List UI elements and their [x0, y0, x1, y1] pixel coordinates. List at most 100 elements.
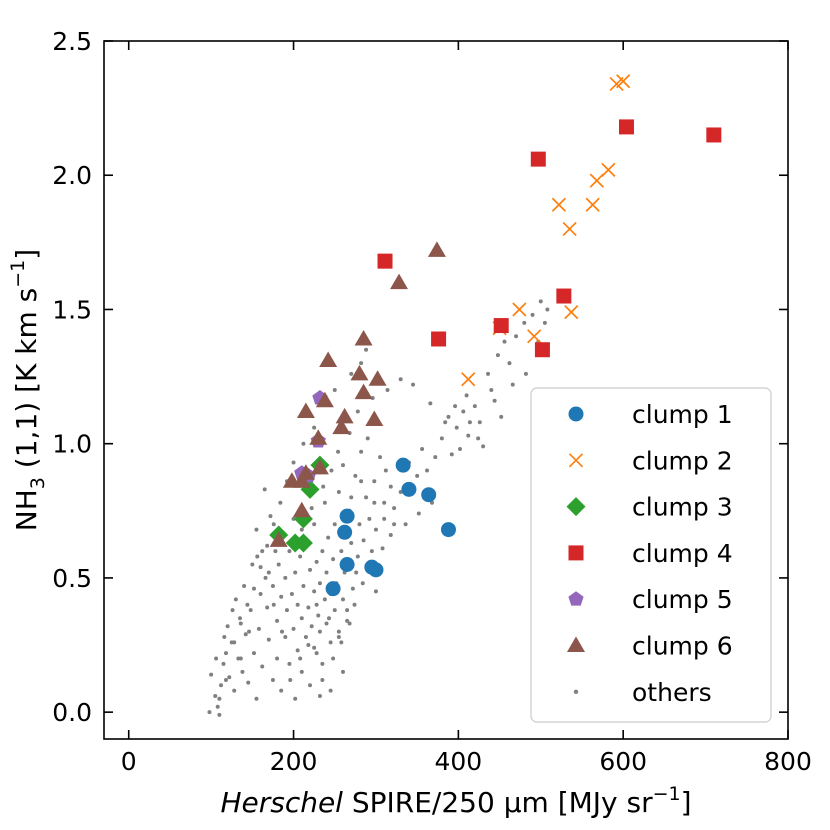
clump-6-point	[296, 464, 315, 480]
clump-2-point	[512, 302, 527, 317]
others-point	[481, 444, 486, 449]
others-point	[340, 597, 345, 602]
others-point	[383, 468, 388, 473]
others-point	[245, 602, 250, 607]
others-point	[367, 516, 372, 521]
others-point	[357, 522, 362, 527]
others-point	[283, 575, 288, 580]
others-point	[364, 495, 369, 500]
others-point	[378, 455, 383, 460]
others-point	[301, 441, 306, 446]
clump-2-point	[616, 74, 631, 89]
others-point	[299, 527, 304, 532]
others-point	[415, 473, 420, 478]
others-point	[332, 522, 337, 527]
y-tick-label: 2.0	[52, 161, 92, 190]
others-point	[217, 696, 222, 701]
others-point	[312, 645, 317, 650]
others-point	[217, 712, 222, 717]
others-point	[287, 549, 292, 554]
others-point	[287, 661, 292, 666]
others-point	[336, 449, 341, 454]
others-point	[303, 634, 308, 639]
others-point	[331, 557, 336, 562]
legend-label-clump-1: clump 1	[632, 400, 733, 429]
others-point	[258, 592, 263, 597]
clump-1-point	[421, 487, 437, 503]
clump-6-point	[335, 407, 354, 424]
others-point	[214, 656, 219, 661]
others-point	[227, 675, 232, 680]
others-point	[331, 656, 336, 661]
others-point	[339, 640, 344, 645]
others-point	[499, 414, 504, 419]
clump-1-point	[337, 524, 353, 540]
others-point	[270, 677, 275, 682]
others-point	[361, 538, 366, 543]
axis-ticks: 0 200 400 600 800 0.0 0.5 1.0 1.5 2.0 2.5	[52, 27, 812, 776]
others-point	[349, 541, 354, 546]
others-point	[254, 696, 259, 701]
others-point	[251, 586, 256, 591]
others-point	[373, 527, 378, 532]
others-point	[289, 592, 294, 597]
others-point	[538, 299, 543, 304]
others-point	[328, 688, 333, 693]
others-point	[382, 516, 387, 521]
others-point	[345, 608, 350, 613]
others-point	[316, 613, 321, 618]
legend-label-clump-6: clump 6	[632, 632, 733, 661]
others-point	[291, 460, 296, 465]
others-point	[276, 562, 281, 567]
others-point	[279, 688, 284, 693]
others-point	[382, 500, 387, 505]
others-point	[209, 672, 214, 677]
clump-4-point	[493, 318, 509, 334]
clump-6-point	[354, 329, 373, 346]
others-point	[492, 398, 497, 403]
others-point	[207, 710, 212, 715]
others-point	[223, 651, 228, 656]
others-point	[373, 589, 378, 594]
others-point	[320, 661, 325, 666]
others-point	[514, 334, 519, 339]
clump-3-point	[293, 533, 313, 553]
others-point	[273, 549, 278, 554]
others-point	[320, 677, 325, 682]
others-point	[266, 637, 271, 642]
others-point	[523, 371, 528, 376]
others-point	[349, 371, 354, 376]
others-point	[372, 479, 377, 484]
others-point	[380, 546, 385, 551]
others-point	[489, 388, 494, 392]
others-point	[321, 484, 326, 489]
others-point	[237, 616, 242, 621]
clump-6-point	[315, 391, 334, 408]
others-point	[355, 554, 360, 559]
others-point	[232, 640, 237, 645]
others-point	[385, 388, 390, 392]
others-point	[359, 479, 364, 484]
others-point	[233, 597, 238, 602]
others-point	[439, 436, 444, 441]
others-point	[411, 382, 416, 387]
others-point	[279, 594, 284, 599]
others-point	[350, 586, 355, 591]
others-point	[332, 388, 337, 392]
others-point	[326, 535, 331, 540]
others-point	[284, 608, 289, 613]
x-tick-label: 600	[599, 747, 647, 776]
others-point	[322, 597, 327, 602]
others-point	[283, 634, 288, 639]
others-point	[507, 361, 512, 366]
clump-4-point	[530, 151, 546, 167]
y-tick-label: 1.0	[52, 430, 92, 459]
clump-6-point	[309, 429, 328, 445]
clump-6-point	[310, 458, 329, 475]
others-point	[266, 570, 271, 575]
legend-label-clump-5: clump 5	[632, 585, 733, 614]
others-point	[230, 608, 235, 613]
legend-label-clump-3: clump 3	[632, 493, 733, 522]
others-point	[238, 656, 243, 661]
clump-6-point	[292, 472, 311, 488]
